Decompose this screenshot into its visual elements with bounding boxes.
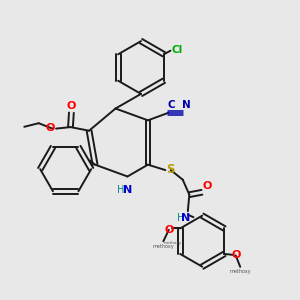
Text: methoxy: methoxy [152,244,174,249]
Text: N: N [123,185,132,195]
Text: S: S [167,163,175,176]
Text: O: O [67,101,76,111]
Text: O: O [164,225,173,235]
Text: N: N [181,213,190,223]
Text: O: O [203,181,212,191]
Text: N: N [182,100,190,110]
Text: H: H [117,185,124,195]
Text: Cl: Cl [171,45,183,55]
Text: methoxy: methoxy [163,241,182,245]
Text: H: H [177,213,184,223]
Text: C: C [167,100,175,110]
Text: O: O [231,250,240,260]
Text: methoxy: methoxy [230,269,251,275]
Text: O: O [46,123,55,133]
